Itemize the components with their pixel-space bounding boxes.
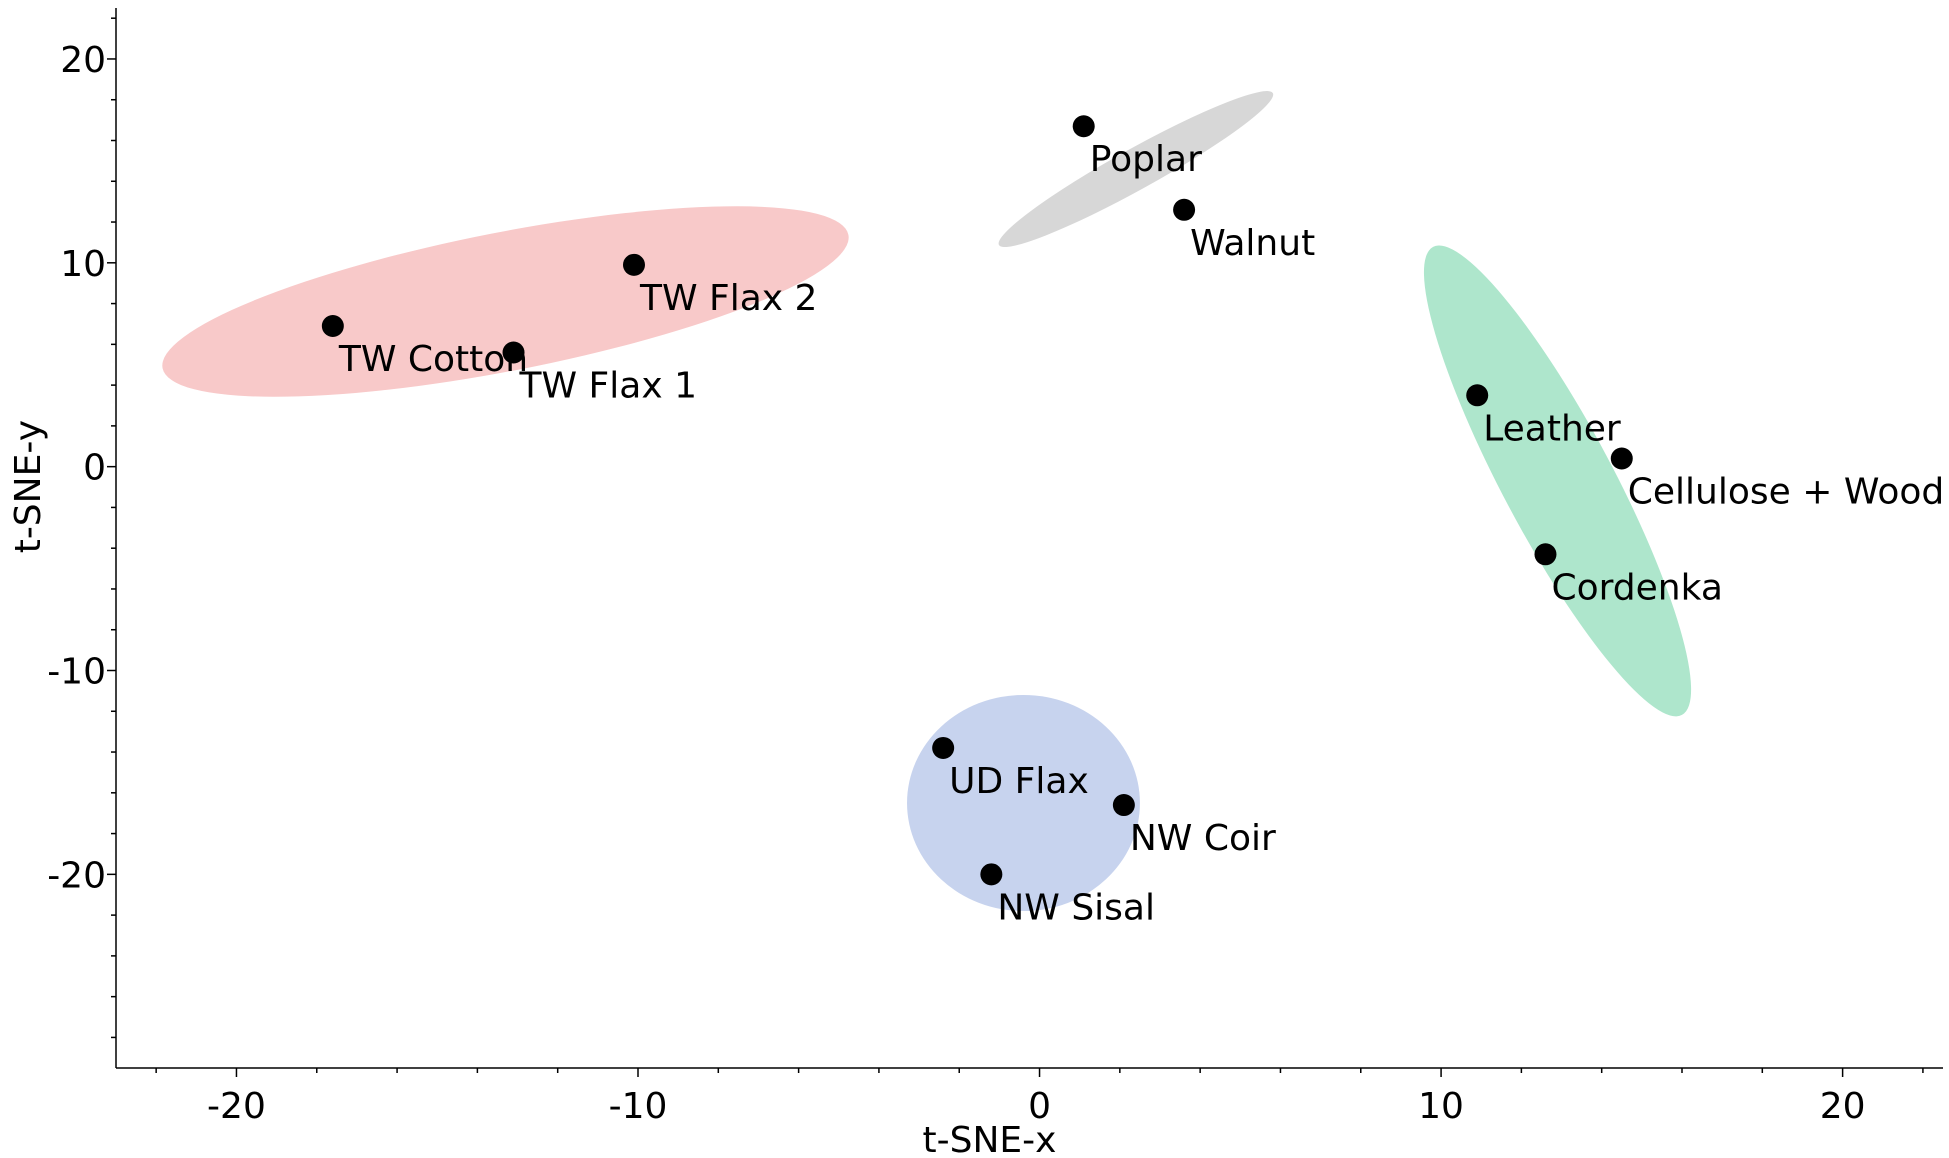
point-label: NW Sisal — [997, 887, 1155, 928]
cluster-ellipse — [907, 694, 1140, 912]
data-point — [932, 736, 955, 759]
y-axis-title: t-SNE-y — [8, 420, 49, 553]
y-ticks: -20 -10 0 10 20 — [47, 17, 116, 1039]
point-label: TW Cotton — [338, 339, 528, 380]
cluster-ellipse — [162, 206, 849, 397]
cluster-ellipse — [998, 91, 1274, 248]
data-point — [1112, 794, 1135, 817]
data-point — [1610, 447, 1633, 470]
data-point — [1072, 115, 1095, 138]
y-tick-label: -20 — [47, 855, 106, 896]
cluster-ellipses — [162, 91, 1692, 912]
y-tick-label: 20 — [60, 40, 106, 81]
point-label: Cellulose + Wood — [1628, 472, 1944, 513]
axes: -20 -10 0 10 20 -20 -10 0 10 20 — [47, 8, 1943, 1127]
x-tick-label: 10 — [1418, 1086, 1464, 1127]
x-ticks: -20 -10 0 10 20 — [155, 1068, 1924, 1127]
y-tick-label: 0 — [83, 448, 106, 489]
point-label: TW Flax 1 — [519, 366, 697, 407]
point-label: UD Flax — [949, 761, 1089, 802]
x-tick-label: -20 — [207, 1086, 266, 1127]
data-point — [321, 315, 344, 337]
x-tick-label: 0 — [1028, 1086, 1051, 1127]
point-label: Cordenka — [1551, 567, 1722, 608]
data-points — [321, 115, 1633, 886]
x-axis-title: t-SNE-x — [923, 1120, 1057, 1158]
y-tick-label: -10 — [47, 652, 106, 693]
point-label: TW Flax 2 — [639, 278, 817, 319]
point-label: Poplar — [1090, 139, 1202, 180]
data-point — [1466, 384, 1489, 407]
x-tick-label: 20 — [1820, 1086, 1866, 1127]
y-tick-label: 10 — [60, 244, 106, 285]
point-label: Walnut — [1190, 223, 1315, 264]
data-point — [502, 341, 525, 364]
cluster-ellipse — [1423, 245, 1692, 717]
data-point — [1534, 543, 1557, 566]
x-tick-label: -10 — [609, 1086, 668, 1127]
point-label: Leather — [1483, 408, 1621, 449]
data-point — [1173, 198, 1196, 221]
data-point — [622, 253, 645, 276]
data-point — [980, 863, 1003, 886]
point-labels: TW Cotton TW Flax 2 TW Flax 1 Poplar Walnut L… — [338, 139, 1944, 928]
point-label: NW Coir — [1130, 818, 1276, 859]
